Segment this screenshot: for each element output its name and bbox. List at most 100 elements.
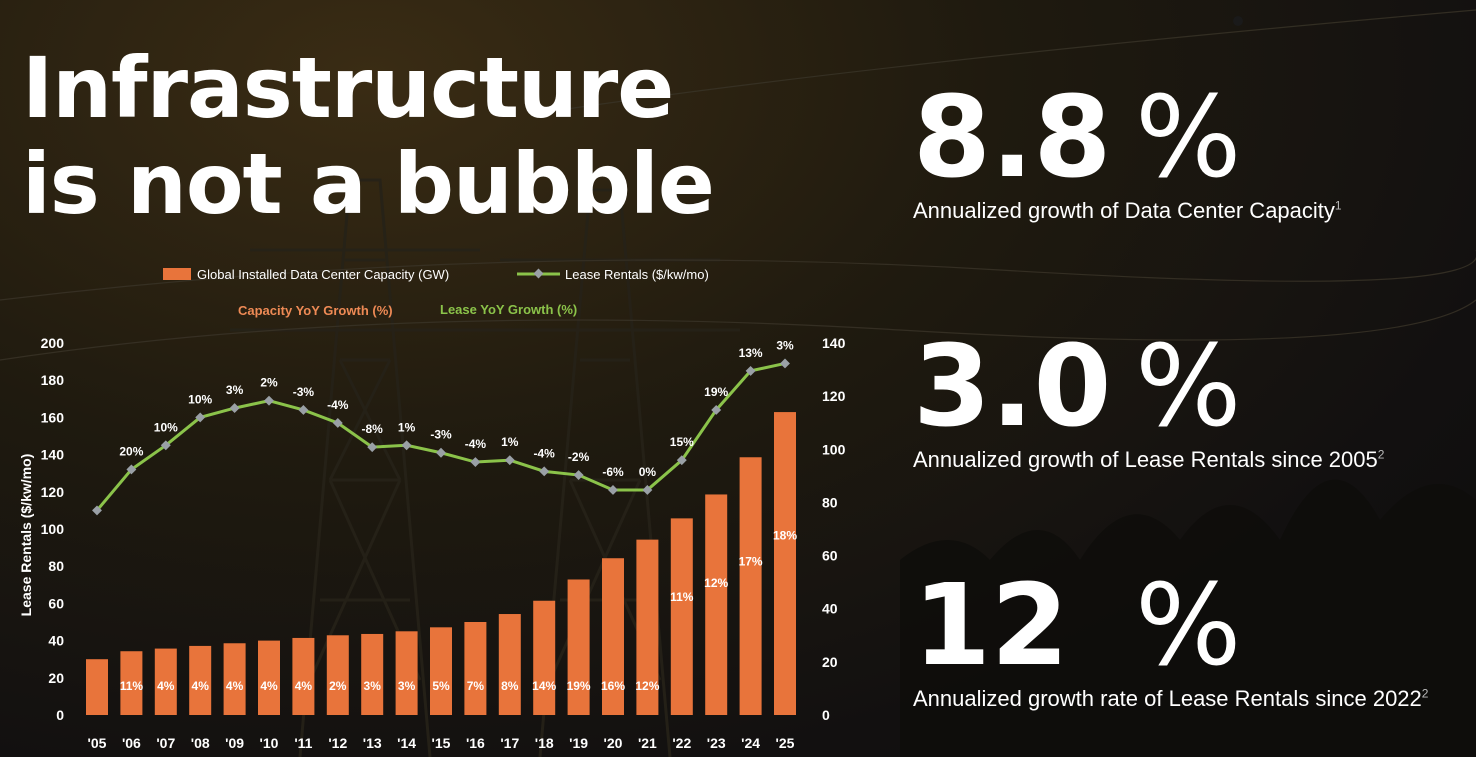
left-axis-tick: 180 (41, 372, 65, 388)
lease-point (126, 464, 137, 475)
right-axis-tick: 40 (822, 601, 838, 617)
lease-growth-label: -4% (327, 398, 349, 412)
lease-growth-label: 10% (154, 420, 178, 434)
stat-description: Annualized growth rate of Lease Rentals … (913, 686, 1473, 712)
left-axis-tick: 140 (41, 447, 65, 463)
title-line-1: Infrastructure (22, 39, 674, 137)
legend-lease-growth: Lease YoY Growth (%) (440, 302, 577, 317)
x-axis-tick: '14 (397, 735, 416, 751)
lease-point (539, 466, 550, 477)
percent-sign: % (1135, 561, 1242, 691)
lease-point (195, 412, 206, 423)
capacity-bar (774, 412, 796, 715)
left-axis-tick: 0 (56, 707, 64, 723)
lease-point (332, 418, 343, 428)
legend-label-lease: Lease Rentals ($/kw/mo) (565, 267, 709, 282)
footnote-marker: 2 (1377, 447, 1385, 462)
right-axis-tick: 60 (822, 548, 838, 564)
lease-point (504, 455, 515, 466)
capacity-growth-label: 14% (532, 679, 556, 693)
x-axis-tick: '08 (191, 735, 210, 751)
right-axis-tick: 100 (822, 441, 846, 457)
stat-value: 12 (913, 561, 1069, 691)
lease-growth-label: -8% (362, 422, 384, 436)
lease-growth-label: 1% (398, 420, 416, 434)
capacity-growth-label: 4% (260, 679, 278, 693)
legend-marker-lease (533, 268, 544, 279)
left-axis-tick: 60 (48, 595, 64, 611)
capacity-bar (430, 627, 452, 715)
stat-lease-growth-2005: 3.0 % Annualized growth of Lease Rentals… (913, 327, 1473, 497)
x-axis-tick: '25 (776, 735, 795, 751)
capacity-bar (670, 518, 693, 715)
left-axis-tick: 20 (48, 670, 64, 686)
lease-growth-label: 2% (260, 376, 278, 390)
lease-growth-label: 13% (739, 346, 763, 360)
x-axis-tick: '24 (741, 735, 760, 751)
capacity-growth-label: 17% (739, 555, 763, 569)
left-axis-tick: 100 (41, 521, 65, 537)
right-axis-tick: 80 (822, 494, 838, 510)
right-axis-tick: 120 (822, 388, 846, 404)
x-axis-tick: '15 (432, 735, 451, 751)
lease-point (229, 403, 240, 414)
lease-growth-label: 19% (704, 385, 728, 399)
lease-point (711, 405, 722, 415)
x-axis-tick: '13 (363, 735, 382, 751)
x-axis-tick: '16 (466, 735, 485, 751)
right-axis-tick: 20 (822, 654, 838, 670)
x-axis-tick: '17 (500, 735, 519, 751)
lease-point (436, 447, 446, 458)
lease-growth-label: 3% (776, 338, 794, 352)
capacity-growth-label: 3% (398, 679, 416, 693)
capacity-bar (189, 645, 212, 715)
capacity-growth-label: 12% (704, 576, 728, 590)
stat-description-text: Annualized growth of Lease Rentals since… (913, 447, 1378, 472)
capacity-bar (567, 579, 590, 715)
capacity-growth-label: 4% (226, 679, 244, 693)
lease-growth-label: -6% (602, 465, 624, 479)
stat-description-text: Annualized growth of Data Center Capacit… (913, 198, 1335, 223)
capacity-bar (498, 614, 521, 715)
capacity-growth-label: 4% (295, 679, 313, 693)
capacity-lease-chart: Global Installed Data Center Capacity (G… (18, 267, 846, 751)
stat-description: Annualized growth of Lease Rentals since… (913, 447, 1473, 473)
capacity-bar (326, 635, 349, 715)
capacity-bar (739, 457, 762, 715)
capacity-growth-label: 12% (635, 679, 659, 693)
x-axis-tick: '21 (638, 735, 657, 751)
lease-growth-label: 10% (188, 392, 212, 406)
x-axis-tick: '18 (535, 735, 554, 751)
legend-label-capacity: Global Installed Data Center Capacity (G… (197, 267, 449, 282)
capacity-growth-label: 16% (601, 679, 625, 693)
lease-point (676, 455, 687, 466)
right-axis-tick: 140 (822, 335, 846, 351)
lease-point (745, 365, 756, 376)
lease-point (298, 405, 309, 415)
legend-swatch-capacity (163, 268, 191, 280)
wire-insulator-icon (1233, 16, 1243, 26)
capacity-bar (86, 659, 108, 715)
left-axis-tick: 200 (41, 335, 65, 351)
percent-sign: % (1135, 322, 1242, 452)
capacity-bar (154, 648, 177, 715)
capacity-growth-label: 18% (773, 528, 797, 542)
left-axis-tick: 160 (41, 409, 65, 425)
lease-point (264, 395, 274, 406)
title-line-2: is not a bubble (22, 135, 715, 233)
lease-growth-label: 0% (639, 465, 657, 479)
capacity-growth-label: 4% (192, 679, 210, 693)
stat-capacity-growth: 8.8 % Annualized growth of Data Center C… (913, 78, 1473, 248)
stat-value: 3.0 (913, 322, 1112, 452)
capacity-bar (636, 539, 659, 715)
percent-sign: % (1135, 73, 1242, 203)
capacity-growth-label: 8% (501, 679, 519, 693)
stat-description: Annualized growth of Data Center Capacit… (913, 198, 1473, 224)
x-axis-tick: '22 (672, 735, 691, 751)
capacity-bar (292, 637, 315, 715)
lease-growth-label: -3% (430, 428, 452, 442)
footnote-marker: 2 (1421, 686, 1429, 701)
legend-capacity-growth: Capacity YoY Growth (%) (238, 303, 393, 318)
x-axis-tick: '11 (294, 735, 312, 751)
capacity-bar (120, 651, 143, 715)
